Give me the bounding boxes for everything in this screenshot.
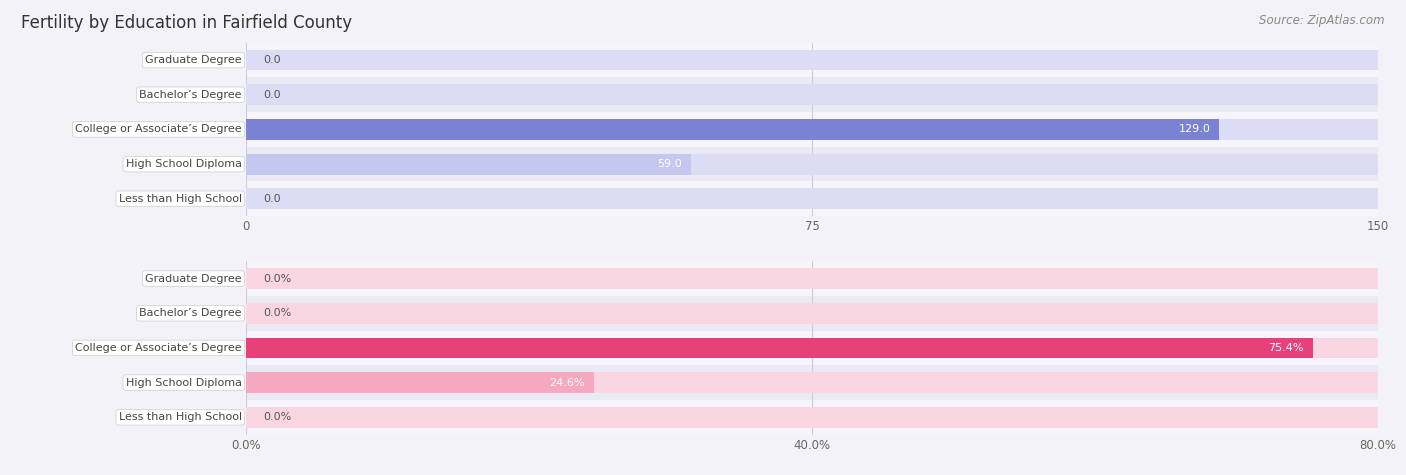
Bar [246,331,1378,365]
Text: 24.6%: 24.6% [550,378,585,388]
Bar [246,77,1378,112]
Bar [246,268,1378,289]
Text: Bachelor’s Degree: Bachelor’s Degree [139,90,242,100]
Text: Graduate Degree: Graduate Degree [145,274,242,284]
Text: Graduate Degree: Graduate Degree [145,55,242,65]
Bar [246,372,595,393]
Text: High School Diploma: High School Diploma [125,378,242,388]
Bar [246,112,1378,147]
Text: 0.0: 0.0 [263,194,281,204]
Text: College or Associate’s Degree: College or Associate’s Degree [75,343,242,353]
Text: 129.0: 129.0 [1178,124,1211,134]
Bar [246,372,1378,393]
Text: 0.0: 0.0 [263,90,281,100]
Bar [246,400,1378,435]
Text: Source: ZipAtlas.com: Source: ZipAtlas.com [1260,14,1385,27]
Bar [246,154,692,174]
Bar [246,181,1378,216]
Bar [246,154,1378,174]
Text: 0.0: 0.0 [263,55,281,65]
Bar [246,147,1378,181]
Text: College or Associate’s Degree: College or Associate’s Degree [75,124,242,134]
Bar [246,119,1378,140]
Text: 75.4%: 75.4% [1268,343,1303,353]
Text: Less than High School: Less than High School [118,194,242,204]
Bar [246,119,1219,140]
Text: 0.0%: 0.0% [263,274,291,284]
Text: Fertility by Education in Fairfield County: Fertility by Education in Fairfield Coun… [21,14,353,32]
Bar [246,43,1378,77]
Bar [246,85,1378,105]
Text: High School Diploma: High School Diploma [125,159,242,169]
Bar [246,365,1378,400]
Bar [246,303,1378,323]
Bar [246,296,1378,331]
Bar [246,261,1378,296]
Bar [246,338,1313,358]
Text: 0.0%: 0.0% [263,412,291,422]
Text: 59.0: 59.0 [658,159,682,169]
Bar [246,189,1378,209]
Bar [246,407,1378,428]
Text: Bachelor’s Degree: Bachelor’s Degree [139,308,242,318]
Text: Less than High School: Less than High School [118,412,242,422]
Bar [246,338,1378,358]
Text: 0.0%: 0.0% [263,308,291,318]
Bar [246,50,1378,70]
